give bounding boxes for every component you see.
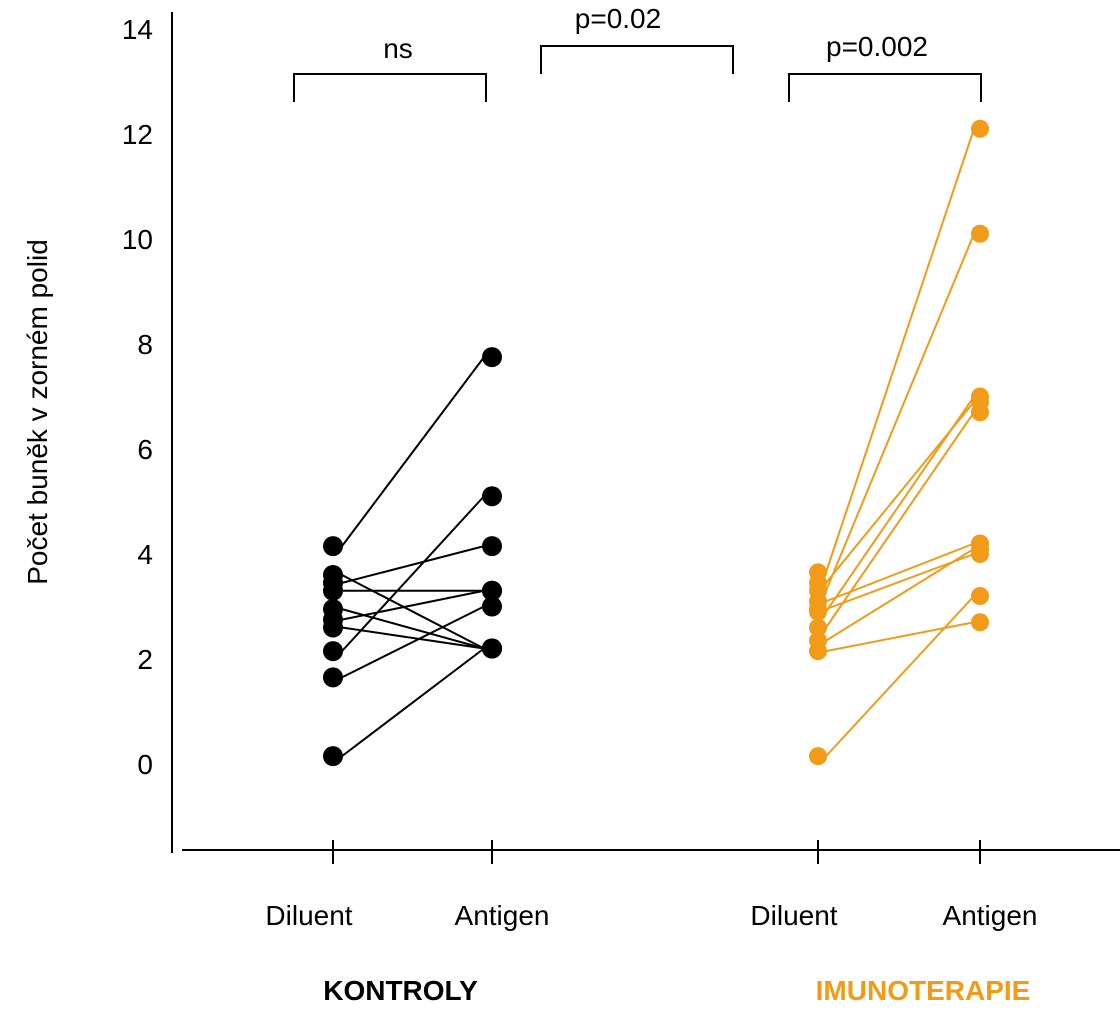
comparison-label: p=0.002 xyxy=(826,31,928,62)
x-tick-label: Diluent xyxy=(750,900,837,931)
pair-line xyxy=(825,128,975,573)
diluent-point xyxy=(809,618,827,637)
y-tick-label: 14 xyxy=(122,14,153,45)
pair-line xyxy=(825,621,975,653)
diluent-point xyxy=(323,565,343,585)
diluent-point xyxy=(809,573,827,592)
comparison-bracket xyxy=(540,45,734,74)
group-label: IMUNOTERAPIE xyxy=(816,975,1031,1006)
pair-line xyxy=(341,605,485,679)
pair-line xyxy=(341,574,485,650)
antigen-point xyxy=(482,486,502,507)
pair-line xyxy=(825,595,975,757)
diluent-point xyxy=(323,667,343,688)
antigen-point xyxy=(482,347,502,368)
y-tick-label: 10 xyxy=(122,224,153,255)
x-tick-label: Antigen xyxy=(455,900,550,931)
y-tick-label: 0 xyxy=(137,749,153,780)
antigen-point xyxy=(482,580,502,601)
antigen-point xyxy=(971,613,989,632)
y-tick-label: 8 xyxy=(137,329,153,360)
antigen-point xyxy=(482,596,502,617)
antigen-point xyxy=(482,638,502,659)
diluent-point xyxy=(323,599,343,620)
y-tick-label: 6 xyxy=(137,434,153,465)
x-tick-label: Diluent xyxy=(265,900,352,931)
diluent-point xyxy=(323,536,343,557)
pair-line xyxy=(341,608,485,650)
diluent-point xyxy=(323,580,343,601)
comparison-label: p=0.02 xyxy=(575,3,661,34)
antigen-point xyxy=(971,587,989,605)
group-label: KONTROLY xyxy=(323,975,478,1006)
x-tick-label: Antigen xyxy=(943,900,1038,931)
pair-line xyxy=(341,356,485,547)
pair-line xyxy=(341,647,485,757)
antigen-point xyxy=(971,534,989,553)
pair-line xyxy=(825,542,975,603)
pair-line xyxy=(825,401,975,584)
y-tick-label: 2 xyxy=(137,644,153,675)
antigen-point xyxy=(971,392,989,411)
pair-line xyxy=(341,545,485,584)
pair-line xyxy=(341,626,485,650)
diluent-point xyxy=(323,746,343,767)
antigen-point xyxy=(971,119,989,138)
y-axis-label: Počet buněk v zorném polid xyxy=(22,239,53,585)
diluent-point xyxy=(809,592,827,611)
comparison-bracket xyxy=(788,73,982,102)
diluent-point xyxy=(809,747,827,766)
pair-line xyxy=(341,495,485,652)
y-tick-label: 12 xyxy=(122,119,153,150)
antigen-point xyxy=(971,224,989,243)
pair-line xyxy=(825,553,975,611)
pair-line xyxy=(825,233,975,592)
antigen-point xyxy=(482,536,502,557)
comparison-label: ns xyxy=(383,33,413,64)
diluent-point xyxy=(809,631,827,650)
y-tick-label: 4 xyxy=(137,539,153,570)
diluent-point xyxy=(323,641,343,662)
comparison-bracket xyxy=(293,73,487,102)
